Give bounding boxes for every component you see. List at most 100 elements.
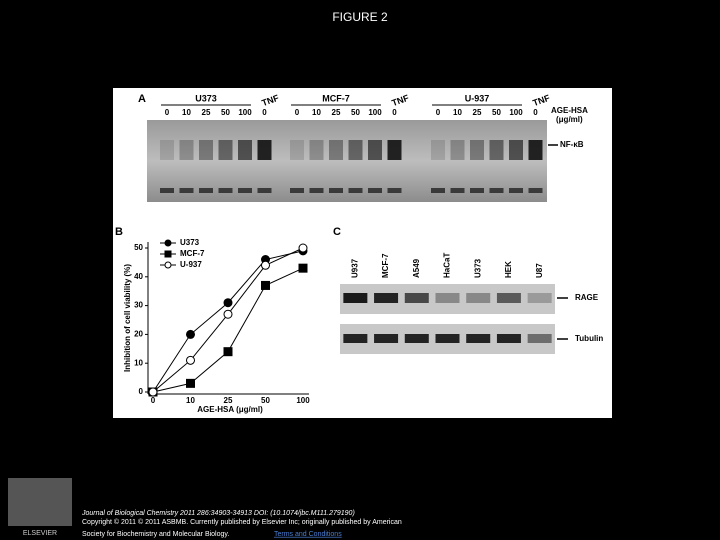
lane-label: 10 [182,108,191,117]
lane-label: 0 [392,108,397,117]
gel-band [450,140,465,160]
gel-band [368,140,382,160]
data-point [223,298,233,308]
gel-band [309,140,324,160]
lane-label: 10 [453,108,462,117]
y-tick-label: 20 [134,330,143,339]
lane-label: U373 [473,258,482,278]
slide-title: FIGURE 2 [332,10,388,24]
x-tick-label: 10 [186,396,195,405]
blot-band [435,334,460,343]
panel-label: C [333,226,341,238]
group-label: U373 [195,93,217,103]
panel-label: B [115,226,123,238]
lane-label: 100 [368,108,382,117]
lane-label: U87 [535,263,544,278]
lane-label: A549 [412,258,421,278]
gel-band [160,140,174,160]
gel-band [238,188,252,193]
gel-band [329,188,343,193]
gel-band [199,140,213,160]
publisher-name: ELSEVIER [23,530,57,537]
data-point [186,378,195,388]
y-tick-label: 40 [134,272,143,281]
gel-band [431,140,445,160]
dose-label: AGE-HSA [551,106,588,115]
gel-band [489,140,504,160]
citation: Journal of Biological Chemistry 2011 286… [81,510,355,517]
legend-label: U373 [180,238,200,247]
lane-label: MCF-7 [381,253,390,278]
y-tick-label: 10 [134,358,143,367]
lane-label: 50 [221,108,230,117]
lane-label: 0 [165,108,170,117]
blot-band [496,293,521,303]
gel-band [348,188,363,193]
lane-label: 0 [262,108,267,117]
x-tick-label: 100 [296,396,310,405]
gel-band [179,140,194,160]
band-label: Tubulin [575,334,603,343]
gel-band [199,188,213,193]
data-point [186,329,195,339]
gel-band [348,140,363,160]
gel-band [470,188,484,193]
gel-band [309,188,324,193]
gel-band [368,188,382,193]
legend-label: MCF-7 [180,249,205,258]
lane-label: 100 [509,108,523,117]
legend-marker [164,261,172,269]
blot-band [496,334,521,343]
legend-marker [164,239,172,247]
gel-band [470,140,484,160]
gel-band [431,188,445,193]
blot-band [527,334,552,343]
x-tick-label: 25 [224,396,233,405]
blot-band [404,334,429,343]
gel-band [257,188,272,193]
x-axis-label: AGE-HSA (μg/ml) [197,405,263,414]
legend-marker [164,250,172,258]
panel-label: A [138,93,146,105]
y-tick-label: 30 [134,301,143,310]
lane-label: HaCaT [443,253,452,278]
x-tick-label: 50 [261,396,270,405]
lane-label: 0 [533,108,538,117]
lane-label: 0 [295,108,300,117]
blot-band [374,293,399,303]
gel-band [329,140,343,160]
gel-band [160,188,174,193]
blot-band [527,293,552,303]
gel-band [257,140,272,160]
gel-band [450,188,465,193]
band-label: RAGE [575,293,599,302]
lane-label: 0 [436,108,441,117]
lane-label: 10 [312,108,321,117]
blot-band [343,334,368,343]
gel-band [218,140,233,160]
data-point [186,355,195,365]
data-point [223,347,233,357]
gel-band [509,140,523,160]
blot-band [435,293,460,303]
lane-label: 100 [238,108,252,117]
dose-unit: (μg/ml) [556,115,583,124]
y-axis-label: Inhibition of cell viability (%) [123,264,132,372]
data-point [298,243,308,253]
lane-label: 25 [473,108,482,117]
terms-link[interactable]: Terms and Conditions [274,531,342,538]
lane-label: HEK [504,261,513,278]
copyright: Society for Biochemistry and Molecular B… [82,531,229,538]
lane-label: 50 [351,108,360,117]
gel-band [238,140,252,160]
band-label: NF-κB [560,140,584,149]
legend-label: U-937 [180,260,202,269]
gel-band [218,188,233,193]
gel-band [290,188,304,193]
blot-band [343,293,368,303]
gel-band [528,188,543,193]
gel-band [489,188,504,193]
gel-band [179,188,194,193]
